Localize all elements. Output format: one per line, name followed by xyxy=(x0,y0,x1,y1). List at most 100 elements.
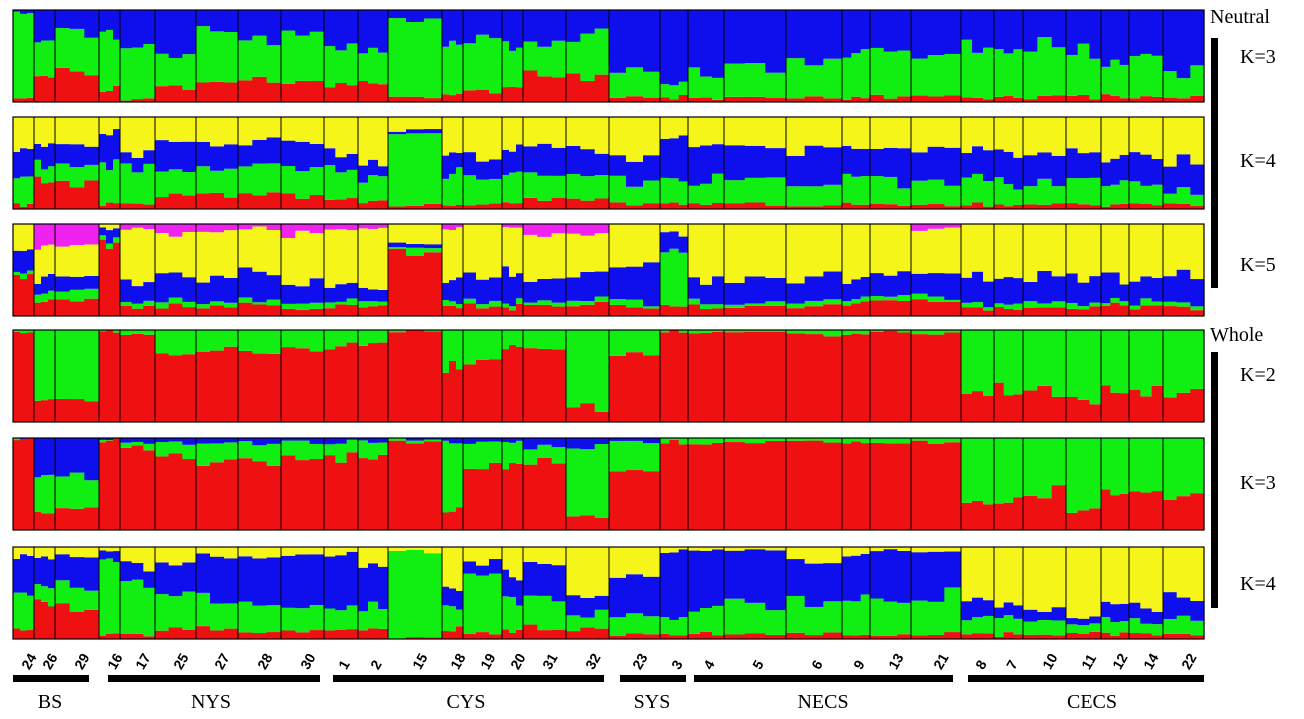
membership-segment xyxy=(1101,66,1111,95)
membership-segment xyxy=(143,163,156,205)
membership-segment xyxy=(744,443,766,530)
membership-segment xyxy=(476,161,490,180)
membership-segment xyxy=(168,117,183,142)
membership-segment xyxy=(324,287,336,303)
membership-segment xyxy=(182,438,197,445)
membership-segment xyxy=(897,332,912,422)
membership-segment xyxy=(823,547,843,564)
membership-segment xyxy=(295,547,311,555)
membership-segment xyxy=(1101,117,1111,163)
membership-segment xyxy=(911,224,929,231)
membership-segment xyxy=(13,438,21,441)
membership-segment xyxy=(266,163,282,193)
membership-segment xyxy=(252,353,268,422)
membership-segment xyxy=(368,547,379,564)
membership-segment xyxy=(84,438,100,481)
membership-segment xyxy=(48,182,56,209)
membership-segment xyxy=(580,272,596,302)
membership-segment xyxy=(55,547,71,555)
membership-segment xyxy=(744,202,766,209)
membership-segment xyxy=(406,96,425,102)
membership-segment xyxy=(537,10,553,47)
membership-segment xyxy=(883,10,898,52)
membership-segment xyxy=(20,206,28,209)
membership-segment xyxy=(378,301,389,306)
membership-segment xyxy=(1051,47,1067,96)
membership-segment xyxy=(378,117,389,167)
membership-segment xyxy=(660,117,670,139)
membership-segment xyxy=(55,603,71,639)
membership-segment xyxy=(509,310,517,316)
membership-segment xyxy=(669,138,680,179)
membership-segment xyxy=(388,117,407,132)
membership-segment xyxy=(34,294,42,303)
membership-segment xyxy=(1051,117,1067,156)
membership-segment xyxy=(27,249,35,271)
membership-segment xyxy=(476,117,490,162)
membership-segment xyxy=(13,117,21,152)
membership-segment xyxy=(456,609,464,627)
membership-segment xyxy=(41,547,49,557)
membership-segment xyxy=(643,71,661,98)
membership-segment xyxy=(870,300,885,316)
membership-segment xyxy=(388,242,407,248)
membership-segment xyxy=(944,330,962,333)
membership-segment xyxy=(551,447,567,464)
membership-segment xyxy=(378,305,389,316)
membership-segment xyxy=(994,204,1005,209)
membership-segment xyxy=(281,166,296,194)
membership-segment xyxy=(20,13,28,99)
membership-segment xyxy=(1163,276,1178,302)
membership-segment xyxy=(626,10,644,68)
membership-segment xyxy=(765,610,787,635)
membership-segment xyxy=(983,633,995,639)
membership-segment xyxy=(324,229,336,288)
membership-segment xyxy=(1110,158,1121,185)
membership-segment xyxy=(456,44,464,95)
membership-segment xyxy=(1163,71,1178,98)
membership-segment xyxy=(688,330,701,334)
membership-segment xyxy=(927,224,945,229)
membership-segment xyxy=(911,440,929,530)
membership-segment xyxy=(335,346,348,422)
membership-segment xyxy=(449,547,457,589)
membership-segment xyxy=(210,603,225,631)
membership-segment xyxy=(724,224,746,283)
membership-segment xyxy=(626,440,644,471)
membership-segment xyxy=(196,282,211,305)
membership-segment xyxy=(897,188,912,206)
membership-segment xyxy=(523,172,538,198)
membership-segment xyxy=(210,10,225,32)
membership-segment xyxy=(724,282,746,305)
membership-segment xyxy=(1003,602,1014,616)
membership-segment xyxy=(765,330,787,332)
membership-segment xyxy=(346,342,359,422)
membership-segment xyxy=(983,438,995,505)
membership-segment xyxy=(442,547,450,587)
membership-segment xyxy=(580,449,596,516)
membership-segment xyxy=(580,403,596,422)
membership-segment xyxy=(210,31,225,82)
membership-segment xyxy=(456,507,464,530)
membership-segment xyxy=(476,469,490,530)
region-underline xyxy=(620,675,686,682)
membership-segment xyxy=(1051,547,1067,608)
membership-segment xyxy=(1037,547,1053,612)
membership-segment xyxy=(34,117,42,144)
membership-segment xyxy=(972,173,984,203)
membership-segment xyxy=(210,232,225,276)
membership-segment xyxy=(860,634,871,639)
membership-segment xyxy=(502,10,510,42)
membership-segment xyxy=(378,176,389,201)
membership-segment xyxy=(1119,621,1130,633)
membership-segment xyxy=(994,224,1005,279)
membership-segment xyxy=(1140,203,1153,209)
membership-segment xyxy=(1023,51,1038,100)
membership-segment xyxy=(1101,489,1111,530)
membership-segment xyxy=(406,129,425,134)
membership-segment xyxy=(48,10,56,41)
membership-segment xyxy=(456,547,464,591)
membership-segment xyxy=(537,200,553,209)
membership-segment xyxy=(509,117,517,152)
membership-segment xyxy=(281,284,296,304)
